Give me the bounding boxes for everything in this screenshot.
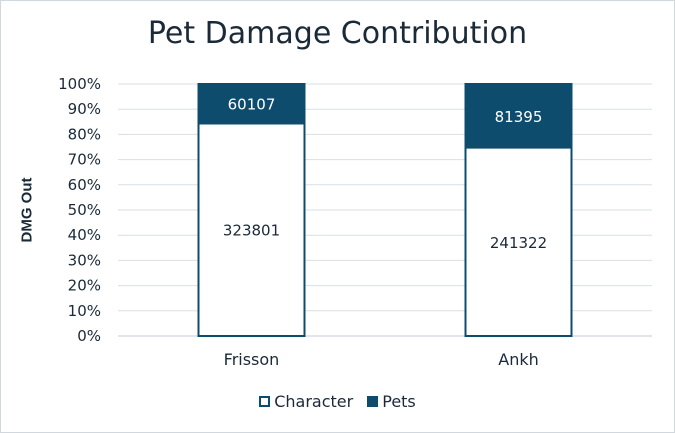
y-tick-label: 50% xyxy=(68,201,101,219)
y-tick-label: 20% xyxy=(68,277,101,295)
bar-pets-frisson xyxy=(197,83,306,125)
y-tick-label: 0% xyxy=(77,327,101,345)
data-label: 323801 xyxy=(223,222,280,240)
bar-character-ankh xyxy=(464,146,573,337)
data-label: 241322 xyxy=(490,234,547,252)
y-tick-label: 70% xyxy=(68,151,101,169)
x-tick-label: Ankh xyxy=(498,350,539,369)
chart-title: Pet Damage Contribution xyxy=(147,16,528,51)
legend-label-pets: Pets xyxy=(382,392,416,411)
legend: Character Pets xyxy=(0,392,675,411)
legend-item-pets: Pets xyxy=(367,392,416,411)
data-label: 81395 xyxy=(495,108,543,126)
y-tick-label: 90% xyxy=(68,100,101,118)
legend-swatch-pets xyxy=(367,396,379,407)
bar-pets-ankh xyxy=(464,83,573,149)
data-label: 60107 xyxy=(228,96,276,114)
y-tick-label: 80% xyxy=(68,125,101,143)
legend-item-character: Character xyxy=(259,392,353,411)
bar-character-frisson xyxy=(197,122,306,338)
legend-swatch-character xyxy=(259,396,271,407)
y-tick-label: 60% xyxy=(68,176,101,194)
y-tick-label: 10% xyxy=(68,302,101,320)
y-tick-label: 40% xyxy=(68,226,101,244)
x-tick-label: Frisson xyxy=(224,350,280,369)
legend-label-character: Character xyxy=(274,392,354,411)
y-tick-label: 30% xyxy=(68,251,101,269)
y-tick-label: 100% xyxy=(58,75,101,93)
